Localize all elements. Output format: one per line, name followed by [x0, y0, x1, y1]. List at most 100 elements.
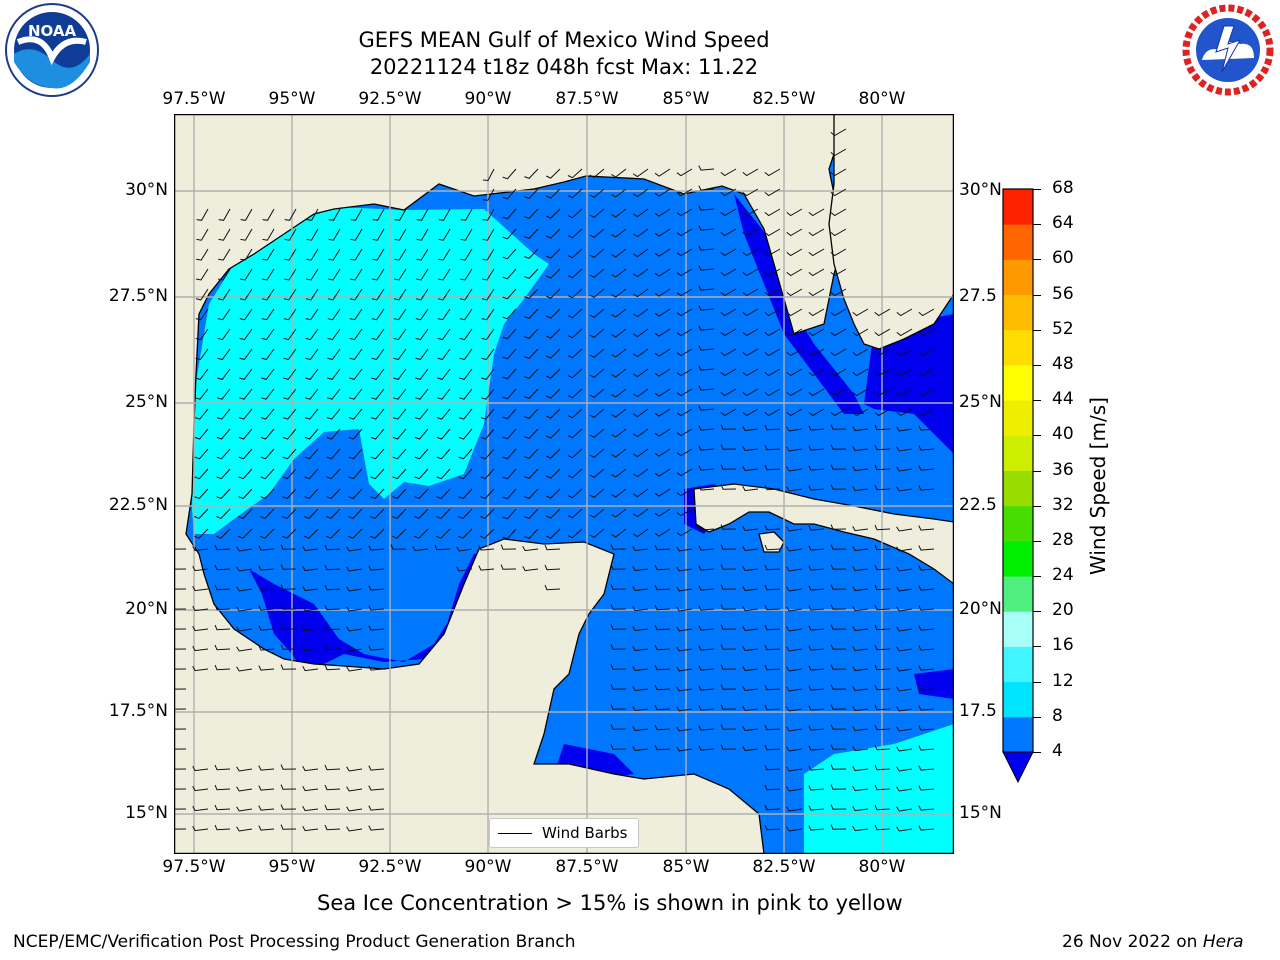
wind-barb: [502, 288, 517, 300]
wind-barb: [458, 528, 473, 539]
colorbar-segment: [1003, 611, 1033, 647]
chart-title: GEFS MEAN Gulf of Mexico Wind Speed: [358, 28, 770, 52]
wind-barb: [370, 428, 385, 440]
wind-barb: [632, 308, 649, 318]
wind-barb: [567, 308, 583, 319]
wind-barb: [764, 208, 781, 217]
wind-barb: [830, 408, 847, 417]
wind-barb: [282, 428, 297, 440]
wind-barb: [305, 368, 319, 380]
wind-barb: [459, 328, 473, 341]
wind-barb: [545, 428, 561, 439]
wind-barb-legend: Wind Barbs: [489, 818, 639, 848]
wind-barb: [830, 784, 847, 790]
wind-barb: [632, 228, 649, 238]
wind-barb: [482, 228, 495, 241]
wind-barb: [786, 606, 803, 612]
wind-barb: [896, 466, 913, 472]
wind-barb: [324, 804, 341, 811]
wind-barb: [720, 724, 737, 730]
wind-barb: [808, 485, 825, 491]
wind-barb: [698, 345, 715, 351]
wind-barb: [896, 766, 913, 772]
wind-barb: [174, 548, 187, 550]
colorbar-tick-label: 24: [1052, 565, 1074, 586]
wind-barb: [545, 468, 561, 479]
wind-barb: [502, 368, 517, 380]
wind-barb: [610, 644, 627, 650]
wind-barb: [239, 308, 253, 321]
wind-barb: [327, 388, 341, 400]
colorbar-tick-label: 32: [1052, 494, 1074, 515]
colorbar-tick-mark: [1033, 364, 1041, 366]
wind-barb: [305, 288, 319, 301]
wind-barb: [698, 265, 715, 271]
wind-barb: [327, 328, 341, 341]
wind-barb: [280, 564, 297, 570]
wind-barb: [676, 288, 693, 297]
wind-barb: [502, 508, 517, 520]
wind-barb: [918, 445, 935, 451]
wind-barb: [698, 705, 715, 711]
wind-barb: [415, 388, 429, 400]
wind-barb: [611, 208, 627, 218]
wind-barb: [524, 288, 539, 299]
wind-barb: [742, 188, 759, 197]
wind-barb: [698, 325, 715, 331]
wind-barb: [216, 408, 231, 420]
wind-barb: [786, 566, 803, 572]
wind-barb: [874, 464, 891, 471]
wind-barb: [852, 685, 869, 692]
wind-barb: [302, 545, 319, 552]
wind-barb: [610, 684, 627, 690]
wind-barb: [808, 268, 825, 277]
noaa-logo: NOAA: [2, 2, 102, 98]
wind-barb: [239, 348, 253, 361]
lon-label-bottom: 82.5°W: [752, 857, 816, 877]
lon-label-bottom: 80°W: [858, 857, 906, 877]
wind-barb: [589, 488, 605, 499]
wind-barb: [284, 228, 297, 241]
wind-barb: [896, 626, 913, 632]
wind-barb: [216, 468, 231, 480]
wind-barb: [545, 288, 561, 299]
wind-barb: [414, 468, 429, 480]
wind-barb: [368, 805, 385, 811]
wind-barb: [830, 308, 847, 317]
wind-barb: [676, 468, 693, 477]
wind-barb: [830, 128, 847, 137]
wind-barb: [786, 766, 803, 772]
wind-barb: [480, 448, 495, 460]
wind-barb: [654, 624, 671, 631]
wind-barb: [567, 508, 583, 519]
wind-barb: [545, 248, 561, 259]
wind-barb: [698, 225, 715, 231]
wind-barb: [610, 564, 627, 570]
wind-barb: [742, 248, 759, 257]
wind-barb: [216, 448, 231, 460]
wind-barb: [698, 645, 715, 651]
wind-barb: [786, 626, 803, 632]
wind-barb: [896, 826, 913, 832]
wind-barb: [874, 644, 891, 651]
wind-barb: [174, 808, 187, 810]
wind-barb: [545, 448, 561, 459]
wind-barb: [830, 208, 847, 217]
wind-barb: [632, 645, 649, 652]
wind-barb: [524, 508, 539, 519]
colorbar-tick-label: 4: [1052, 741, 1063, 761]
wind-barb: [524, 408, 539, 419]
wind-barb: [236, 606, 253, 612]
wind-barb: [437, 328, 451, 341]
wind-barb: [370, 528, 385, 539]
wind-barb: [698, 685, 715, 691]
wind-barb: [896, 646, 913, 652]
wind-barb: [874, 368, 891, 377]
wind-barb: [194, 468, 209, 480]
wind-barb: [764, 804, 781, 811]
wind-barb: [567, 428, 583, 439]
wind-barb: [698, 625, 715, 631]
wind-barb: [324, 624, 341, 631]
colorbar-tick-mark: [1033, 540, 1041, 542]
wind-barb: [214, 544, 231, 551]
